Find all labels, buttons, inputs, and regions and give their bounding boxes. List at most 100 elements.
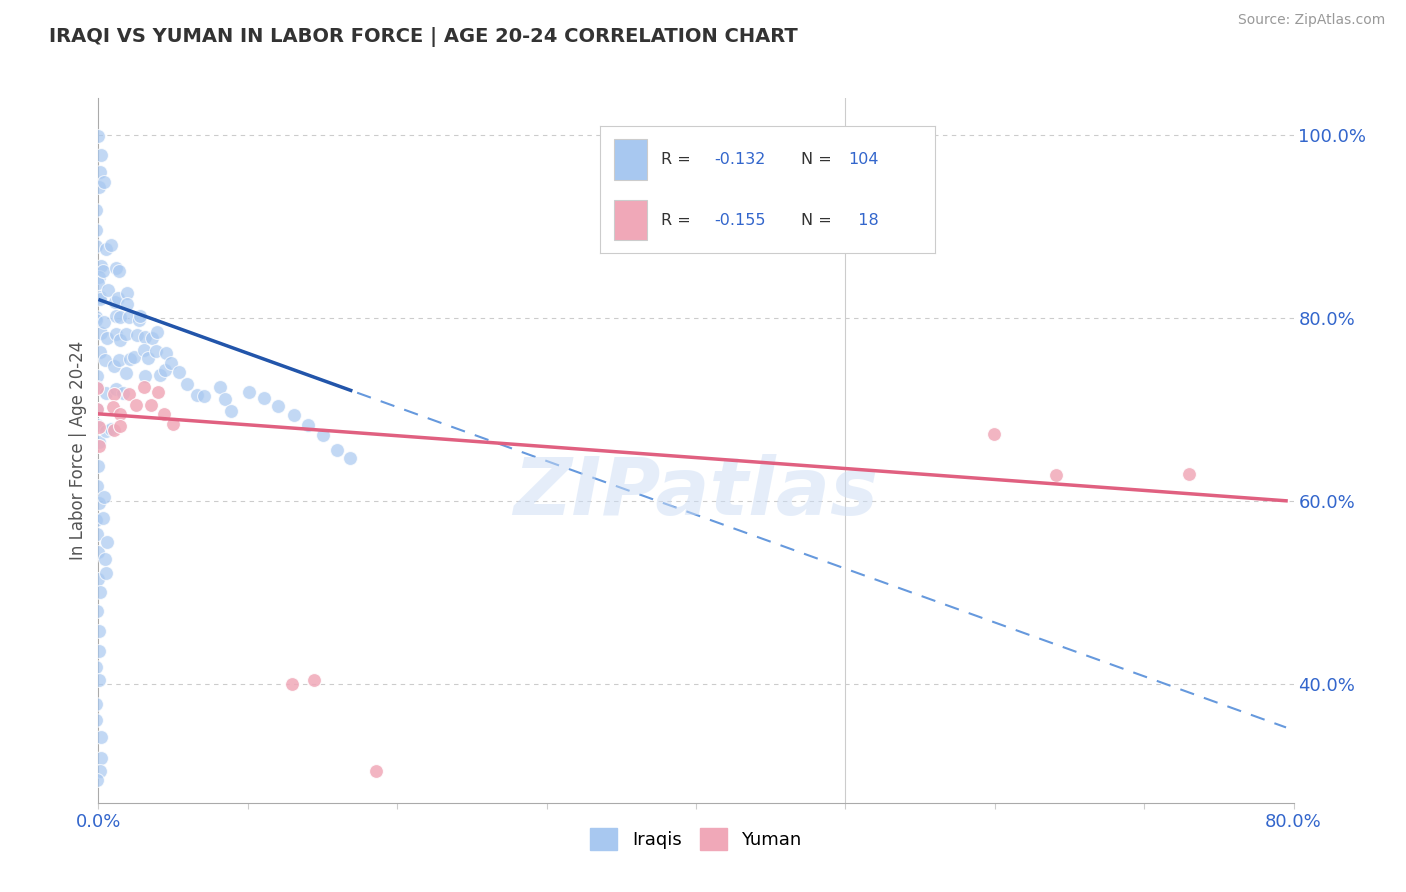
Point (100, 422, 122, 436)
Point (86, 381, 108, 395)
Point (84, 239, 107, 253)
Point (94, 552, 117, 566)
Point (141, 330, 163, 344)
Point (162, 417, 184, 431)
Point (253, 391, 276, 405)
Point (176, 377, 198, 392)
Point (84, 513, 107, 527)
Legend: Iraqis, Yuman: Iraqis, Yuman (583, 821, 808, 857)
Point (108, 353, 131, 368)
Point (87, 624, 110, 639)
Point (155, 346, 177, 360)
Point (87, 458, 110, 473)
Point (90, 259, 112, 273)
Point (111, 385, 134, 400)
Point (129, 309, 152, 323)
Point (103, 359, 125, 373)
Point (281, 677, 304, 691)
Point (94, 386, 117, 401)
Point (91, 264, 114, 278)
Point (103, 386, 125, 401)
Point (87, 276, 110, 290)
Point (149, 368, 172, 382)
Point (89, 293, 111, 307)
Point (134, 369, 156, 384)
Point (90, 730, 112, 744)
Point (94, 352, 117, 367)
Point (107, 291, 129, 305)
Point (86, 401, 108, 416)
Point (89, 344, 111, 359)
Point (89, 290, 111, 304)
Point (117, 286, 139, 301)
Text: ZIPatlas: ZIPatlas (513, 454, 879, 532)
Point (238, 385, 260, 400)
Text: IRAQI VS YUMAN IN LABOR FORCE | AGE 20-24 CORRELATION CHART: IRAQI VS YUMAN IN LABOR FORCE | AGE 20-2… (49, 27, 799, 46)
Point (118, 387, 141, 401)
Point (108, 407, 131, 421)
Point (90, 326, 112, 340)
Point (100, 237, 122, 252)
Point (86, 368, 108, 383)
Point (84, 660, 107, 674)
Point (134, 343, 156, 358)
Point (311, 428, 333, 442)
Point (1045, 468, 1067, 483)
Point (87, 270, 110, 285)
Point (87, 439, 110, 453)
Point (104, 326, 127, 341)
Point (148, 385, 170, 400)
Point (366, 764, 388, 778)
Point (297, 417, 319, 432)
Point (267, 399, 290, 413)
Point (209, 380, 232, 394)
Point (103, 423, 125, 437)
Point (86, 203, 108, 218)
Point (90, 148, 112, 162)
Point (91, 511, 114, 525)
Point (96, 424, 118, 438)
Point (97, 283, 120, 297)
Point (93, 315, 115, 329)
Point (114, 366, 136, 380)
Point (101, 401, 124, 415)
Point (134, 380, 156, 394)
Point (87, 420, 110, 434)
Point (96, 331, 118, 345)
Point (193, 389, 215, 403)
Point (146, 325, 169, 339)
Point (104, 294, 127, 309)
Point (120, 351, 142, 366)
Point (86, 479, 108, 493)
Point (93, 176, 115, 190)
Point (87, 673, 110, 687)
Point (122, 351, 145, 365)
Point (141, 399, 163, 413)
Point (339, 451, 361, 466)
Point (87, 180, 110, 194)
Point (153, 363, 176, 377)
Point (1178, 467, 1201, 482)
Point (84, 713, 107, 727)
Point (304, 673, 326, 687)
Point (89, 585, 111, 599)
Point (186, 387, 208, 401)
Point (159, 356, 181, 370)
Point (94, 566, 117, 580)
Point (86, 128, 108, 143)
Point (84, 310, 107, 324)
Point (87, 435, 110, 450)
Point (86, 604, 108, 618)
Point (89, 764, 111, 778)
Point (89, 165, 111, 179)
Point (115, 327, 138, 342)
Point (169, 365, 191, 379)
Point (84, 313, 107, 327)
Point (87, 643, 110, 657)
Point (110, 419, 132, 434)
Point (108, 310, 131, 325)
Y-axis label: In Labor Force | Age 20-24: In Labor Force | Age 20-24 (69, 341, 87, 560)
Point (283, 408, 305, 422)
Point (90, 751, 112, 765)
Point (86, 223, 108, 237)
